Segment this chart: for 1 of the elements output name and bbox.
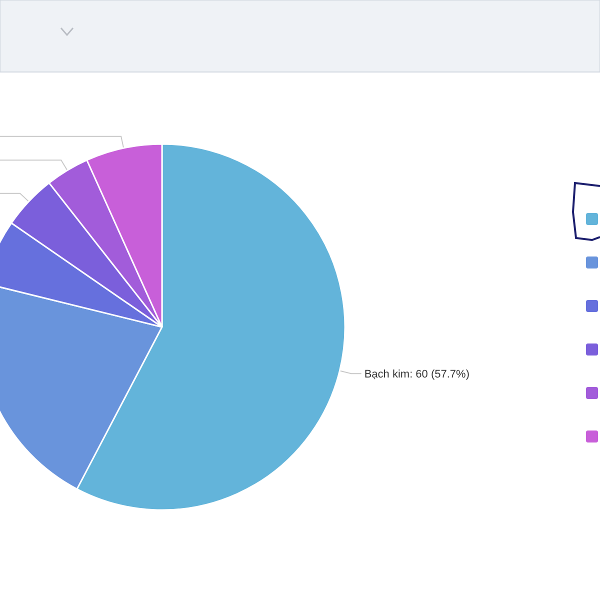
data-label: Bạch kim: 60 (57.7%) bbox=[364, 368, 470, 381]
